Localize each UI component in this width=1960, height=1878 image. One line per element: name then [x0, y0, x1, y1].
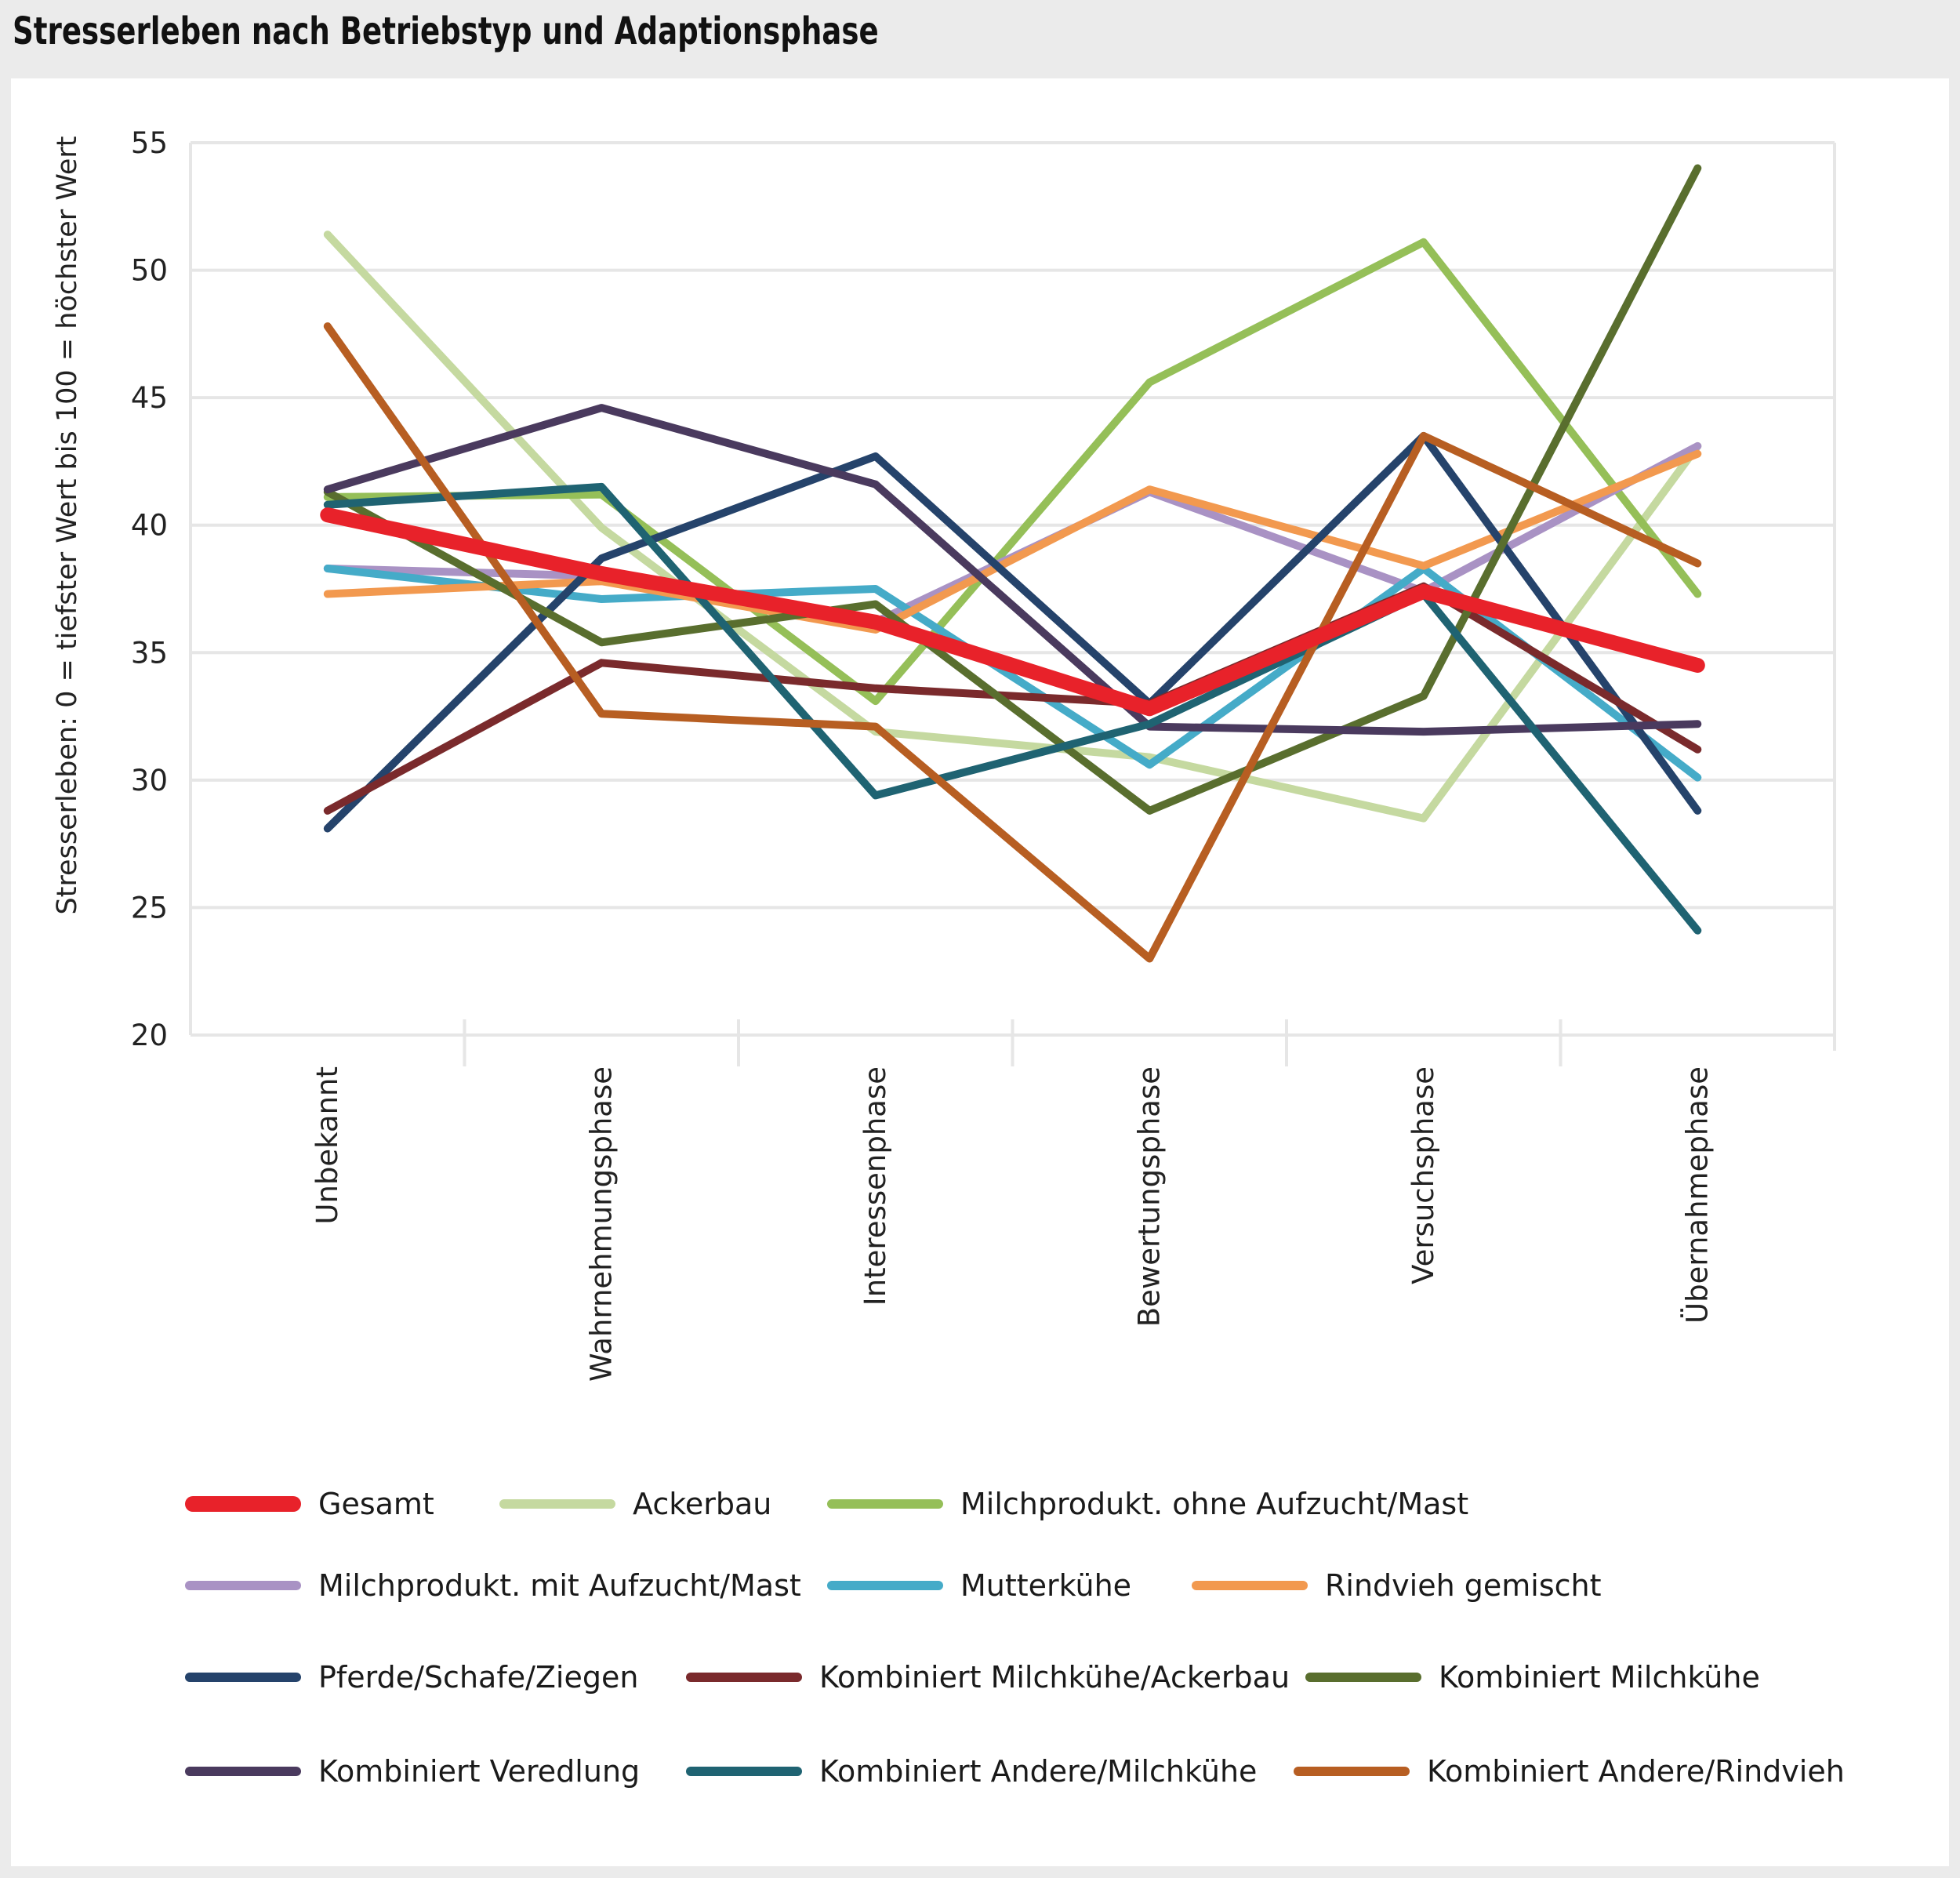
- legend-label: Milchprodukt. ohne Aufzucht/Mast: [960, 1487, 1469, 1521]
- legend-swatch: [827, 1581, 943, 1590]
- legend-item: Pferde/Schafe/Ziegen: [185, 1660, 638, 1695]
- legend-item: Mutterkühe: [827, 1568, 1131, 1603]
- x-tick-labels: Unbekannt Wahrnehmungsphase Interessenphas…: [310, 1066, 1715, 1382]
- legend-label: Mutterkühe: [960, 1568, 1132, 1603]
- y-tick-label: 30: [131, 764, 168, 797]
- legend-swatch: [686, 1767, 802, 1776]
- legend-item: Kombiniert Milchkühe/Ackerbau: [686, 1660, 1290, 1695]
- chart-title: Stresserleben nach Betriebstyp und Adapt…: [13, 9, 879, 53]
- legend-label: Kombiniert Milchkühe/Ackerbau: [819, 1660, 1290, 1695]
- legend-swatch: [1294, 1767, 1410, 1776]
- y-tick-label: 55: [131, 126, 168, 160]
- legend-item: Rindvieh gemischt: [1192, 1568, 1602, 1603]
- y-tick-labels: 20 25 30 35 40 45 50 55: [131, 126, 168, 1052]
- legend-swatch: [1305, 1673, 1421, 1682]
- legend-swatch: [185, 1767, 301, 1776]
- series-lines: [320, 164, 1705, 963]
- x-tick-label: Übernahmephase: [1680, 1066, 1714, 1324]
- series-line-10: [323, 322, 1702, 963]
- legend-swatch: [185, 1673, 301, 1682]
- legend-label: Kombiniert Veredlung: [318, 1754, 641, 1789]
- legend-item: Kombiniert Andere/Milchkühe: [686, 1754, 1257, 1789]
- legend-item: Kombiniert Veredlung: [185, 1754, 640, 1789]
- legend-label: Gesamt: [318, 1487, 434, 1521]
- legend-swatch: [686, 1673, 802, 1682]
- series-line-11: [320, 507, 1705, 717]
- gridlines: [191, 141, 1835, 910]
- y-axis-label: Stresserleben: 0 = tiefster Wert bis 100…: [52, 136, 83, 915]
- legend-label: Pferde/Schafe/Ziegen: [318, 1660, 639, 1695]
- y-tick-label: 40: [131, 509, 168, 543]
- legend-label: Kombiniert Andere/Milchkühe: [819, 1754, 1258, 1789]
- axes: [189, 143, 1836, 1066]
- legend-label: Kombiniert Andere/Rindvieh: [1427, 1754, 1845, 1789]
- x-tick-label: Unbekannt: [310, 1066, 344, 1225]
- series-line-4: [323, 449, 1702, 634]
- y-tick-label: 50: [131, 254, 168, 288]
- y-tick-label: 45: [131, 381, 168, 415]
- y-tick-label: 20: [131, 1019, 168, 1052]
- legend-swatch: [1192, 1581, 1308, 1590]
- legend-swatch: [185, 1496, 301, 1512]
- series-line-9: [323, 482, 1702, 935]
- title-bar: Stresserleben nach Betriebstyp und Adapt…: [0, 0, 1960, 78]
- x-tick-label: Wahrnehmungsphase: [584, 1066, 618, 1382]
- series-line-1: [323, 238, 1702, 706]
- legend-swatch: [185, 1581, 301, 1590]
- series-line-5: [323, 431, 1702, 833]
- series-line-0: [323, 231, 1702, 823]
- x-tick-label: Interessenphase: [858, 1066, 892, 1306]
- legend-item: Gesamt: [185, 1487, 434, 1521]
- x-tick-label: Bewertungsphase: [1132, 1066, 1166, 1327]
- legend-item: Milchprodukt. ohne Aufzucht/Mast: [827, 1487, 1468, 1521]
- legend-item: Kombiniert Andere/Rindvieh: [1294, 1754, 1845, 1789]
- legend-item: Milchprodukt. mit Aufzucht/Mast: [185, 1568, 801, 1603]
- legend-label: Kombiniert Milchkühe: [1439, 1660, 1760, 1695]
- legend-item: Ackerbau: [499, 1487, 771, 1521]
- legend-swatch: [499, 1499, 615, 1509]
- legend-label: Rindvieh gemischt: [1325, 1568, 1602, 1603]
- legend-label: Milchprodukt. mit Aufzucht/Mast: [318, 1568, 801, 1603]
- y-tick-label: 35: [131, 636, 168, 670]
- y-tick-label: 25: [131, 891, 168, 924]
- legend-swatch: [827, 1499, 943, 1509]
- legend-label: Ackerbau: [633, 1487, 772, 1521]
- legend-item: Kombiniert Milchkühe: [1305, 1660, 1760, 1695]
- x-tick-label: Versuchsphase: [1406, 1066, 1440, 1284]
- series-line-8: [323, 404, 1702, 736]
- chart-panel: [11, 78, 1949, 1866]
